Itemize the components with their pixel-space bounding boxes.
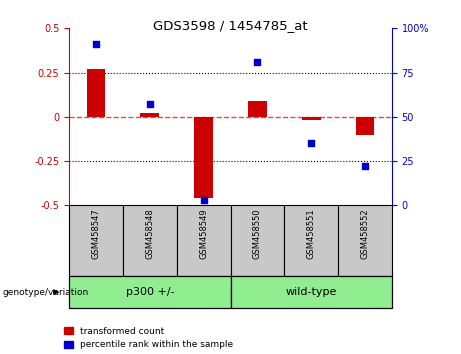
Text: GSM458550: GSM458550 [253,208,262,259]
Legend: transformed count, percentile rank within the sample: transformed count, percentile rank withi… [65,327,233,349]
Bar [248,101,267,117]
Bar [230,276,392,308]
Point [307,141,315,146]
Text: GSM458548: GSM458548 [145,208,154,259]
Bar [355,117,374,135]
Text: p300 +/-: p300 +/- [125,287,174,297]
Text: wild-type: wild-type [285,287,337,297]
Bar [87,69,106,117]
Text: genotype/variation: genotype/variation [2,287,89,297]
Bar [123,205,177,276]
Point [361,164,369,169]
Bar [284,205,338,276]
Point [146,102,154,107]
Point [254,59,261,65]
Bar [141,113,159,117]
Bar [338,205,392,276]
Bar [177,205,230,276]
Point [200,197,207,203]
Text: GSM458552: GSM458552 [361,208,369,259]
Bar [69,276,230,308]
Point [92,41,100,47]
Text: GSM458549: GSM458549 [199,208,208,259]
Bar [230,205,284,276]
Bar [69,205,123,276]
Text: GSM458551: GSM458551 [307,208,316,259]
Bar [302,117,320,120]
Text: GSM458547: GSM458547 [92,208,100,259]
Text: GDS3598 / 1454785_at: GDS3598 / 1454785_at [153,19,308,33]
Bar [194,117,213,198]
